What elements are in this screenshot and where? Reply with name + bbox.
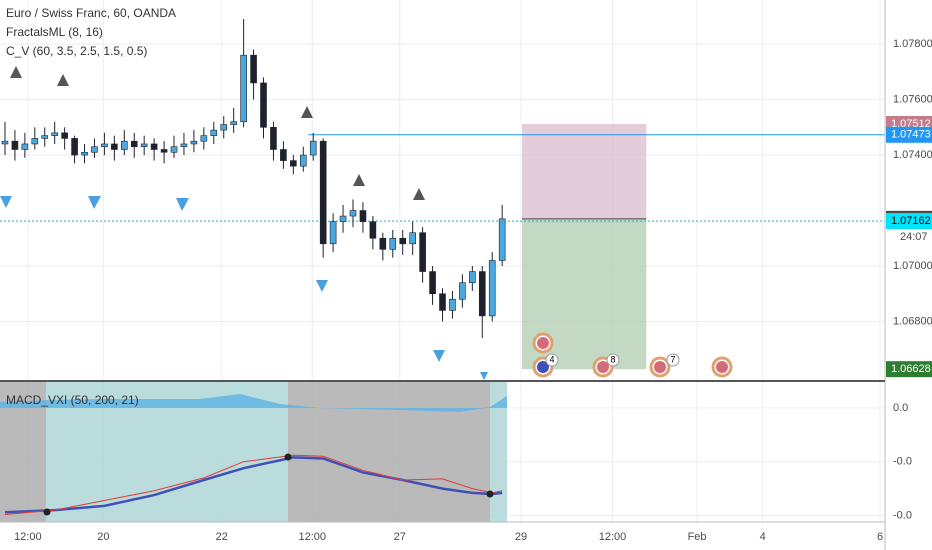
candle-body — [140, 143, 148, 148]
candle-body — [41, 135, 49, 139]
candle-body — [81, 151, 88, 156]
candle-body — [150, 143, 158, 150]
price-label-bg — [886, 126, 932, 143]
candle-body — [130, 140, 138, 148]
candle-body — [101, 143, 108, 148]
macd-line — [4, 456, 503, 514]
y-tick-label: 1.06800 — [893, 315, 932, 327]
candle-body — [319, 140, 327, 245]
x-tick-label: Feb — [688, 531, 707, 543]
candle-body — [488, 260, 496, 317]
event-count: 7 — [670, 354, 675, 364]
macd-zone — [490, 382, 507, 522]
candle-body — [498, 218, 506, 261]
candle-body — [449, 298, 456, 311]
candle-body — [429, 271, 436, 295]
x-tick-label: 20 — [97, 531, 109, 543]
candle-body — [439, 293, 446, 311]
y-tick-label: 1.07600 — [893, 93, 932, 105]
candle-body — [409, 232, 416, 245]
event-count: 8 — [610, 354, 615, 364]
price-label: 1.07162 — [891, 215, 931, 227]
candle-body — [369, 221, 377, 239]
price-label: 1.07473 — [891, 129, 931, 141]
candle-body — [91, 146, 98, 153]
candle-body — [339, 215, 347, 222]
candle-body — [61, 132, 68, 139]
candle-body — [170, 146, 178, 153]
candle-body — [240, 54, 247, 123]
macd-line — [4, 454, 503, 515]
candle-body — [290, 160, 297, 167]
y-tick-label: 1.07800 — [893, 38, 932, 50]
x-tick-label: 6 — [877, 531, 883, 543]
price-label: 1.06628 — [891, 363, 931, 375]
cross-dot — [43, 508, 51, 516]
candle-body — [120, 140, 128, 150]
candle-body — [349, 210, 357, 217]
macd-histogram — [0, 394, 507, 412]
x-tick-label: 12:00 — [599, 531, 627, 543]
candle-body — [210, 129, 218, 136]
y-tick-label: 0.0 — [893, 402, 908, 414]
candle-body — [200, 135, 208, 142]
indicator-label: C_V (60, 3.5, 2.5, 1.5, 0.5) — [6, 44, 147, 58]
candle-body — [270, 127, 277, 150]
candle-body — [260, 82, 267, 128]
cross-dot — [284, 453, 292, 461]
macd-zone — [288, 382, 490, 522]
candle-body — [399, 237, 407, 245]
candle-body — [280, 149, 287, 161]
stop-zone — [522, 123, 647, 219]
candle-body — [1, 140, 9, 145]
x-tick-label: 27 — [394, 531, 406, 543]
cross-dot — [486, 490, 494, 498]
price-label-bg — [886, 361, 932, 378]
y-tick-label: 1.07000 — [893, 260, 932, 272]
candle-body — [31, 138, 39, 145]
candle-body — [160, 149, 168, 153]
candle-body — [71, 138, 78, 156]
candle-body — [111, 143, 118, 150]
countdown-bg — [886, 229, 932, 246]
y-tick-label: -0.0 — [893, 509, 912, 521]
candle-body — [379, 237, 387, 250]
candle-body — [469, 271, 476, 283]
event-count: 4 — [549, 354, 554, 364]
macd-title: MACD_VXI (50, 200, 21) — [6, 393, 139, 407]
events — [532, 332, 733, 378]
candle-body — [250, 54, 257, 84]
x-tick-label: 12:00 — [14, 531, 42, 543]
candle-body — [329, 221, 337, 245]
candle-body — [180, 143, 188, 148]
candle-body — [230, 121, 237, 125]
countdown: 24:07 — [900, 231, 928, 243]
candle-body — [309, 140, 317, 156]
y-tick-label: -0.0 — [893, 456, 912, 468]
plot — [0, 19, 885, 515]
candle-body — [459, 282, 466, 300]
candle-body — [478, 271, 486, 317]
y-tick-label: 1.07400 — [893, 149, 932, 161]
candle-body — [220, 124, 228, 131]
candle-body — [11, 140, 19, 150]
candle-body — [419, 232, 426, 272]
price-label-bg — [886, 213, 932, 230]
x-tick-label: 12:00 — [298, 531, 326, 543]
candle-body — [51, 132, 58, 136]
x-tick-label: 29 — [515, 531, 527, 543]
candle-body — [190, 140, 198, 145]
indicator-label: FractalsML (8, 16) — [6, 25, 103, 39]
chart-title: Euro / Swiss Franc, 60, OANDA — [6, 6, 176, 20]
candle-body — [359, 210, 367, 222]
candle-body — [21, 143, 29, 150]
x-tick-label: 22 — [216, 531, 228, 543]
x-tick-label: 4 — [760, 531, 766, 543]
candle-body — [299, 154, 307, 167]
candle-body — [389, 237, 397, 250]
